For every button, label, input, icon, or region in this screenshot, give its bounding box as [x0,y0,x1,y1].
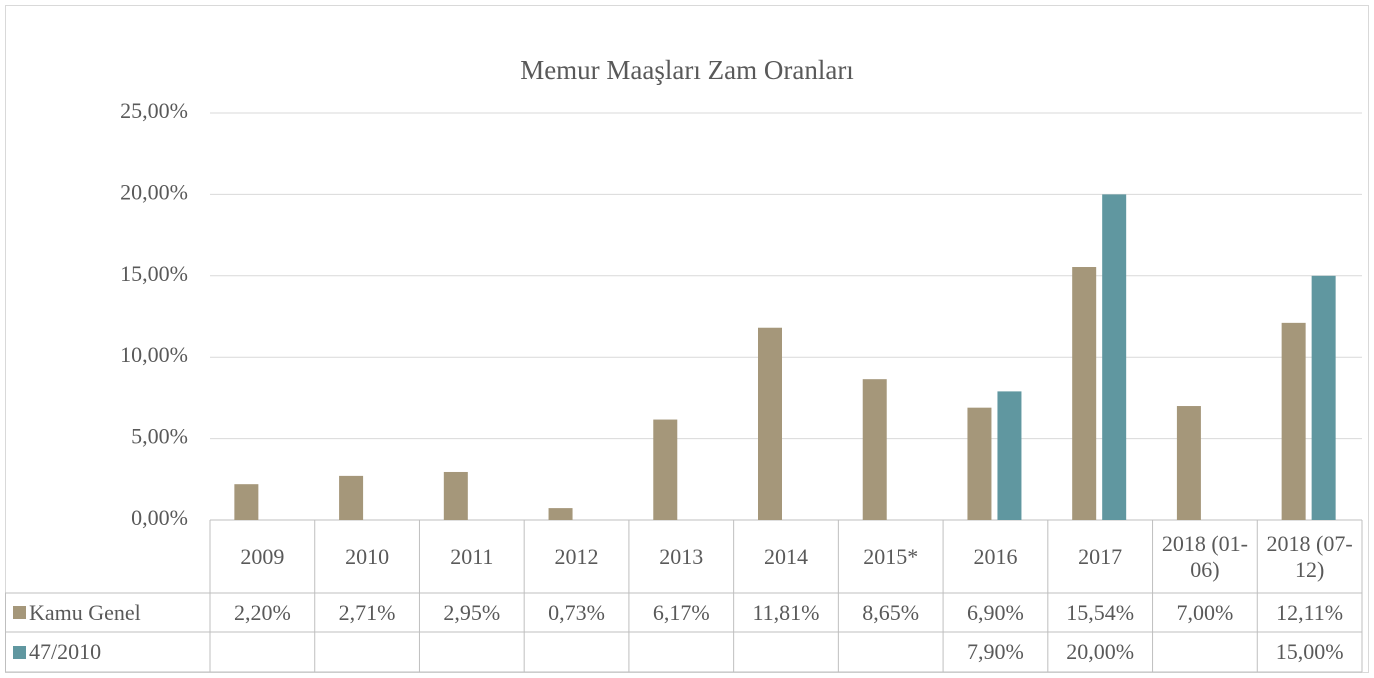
x-tick-label: 2010 [315,520,420,593]
legend-entry: 47/2010 [5,632,210,672]
x-tick-label-text: 2012 [554,543,599,569]
table-value: 6,17% [629,593,734,632]
table-value: 8,65% [838,593,943,632]
bar [1281,322,1306,520]
table-value: 7,90% [943,632,1048,672]
table-value-text: 2,20% [233,599,291,625]
bar [653,419,678,520]
table-value-text: 0,73% [548,599,605,625]
table-value: 2,95% [419,593,524,632]
table-value-text: 20,00% [1066,639,1135,664]
bar [967,407,992,520]
table-value: 11,81% [734,593,839,632]
x-tick-label-text: 2009 [240,543,285,569]
table-value-text: 6,90% [967,599,1024,625]
x-tick-label: 2009 [210,520,315,593]
x-tick-label: 2018 (01-06) [1153,520,1258,593]
table-value: 12,11% [1257,593,1362,632]
table-value-text: 7,90% [967,639,1024,664]
x-tick-label: 2018 (07-12) [1257,520,1362,593]
table-value-text: 8,65% [862,599,920,625]
bar [997,391,1022,520]
table-value-text: 6,17% [652,599,710,625]
x-tick-label-text: 2018 (01-06) [1161,530,1248,582]
x-tick-label: 2013 [629,520,734,593]
bar [862,379,887,520]
table-value: 0,73% [524,593,629,632]
bar [1102,194,1127,520]
bar [1176,406,1201,520]
x-tick-label-text: 2015* [863,543,919,569]
legend-label: Kamu Genel [29,599,141,625]
table-value: 15,00% [1257,632,1362,672]
legend-swatch [13,606,26,619]
x-tick-label-text: 2018 (07-12) [1266,530,1353,582]
legend-swatch [13,645,26,659]
y-tick-label: 25,00% [120,98,188,123]
chart-title: Memur Maaşları Zam Oranları [520,55,854,85]
table-value-text: 12,11% [1276,599,1344,625]
x-tick-label-text: 2016 [973,543,1018,569]
table-value-text: 2,71% [338,599,396,625]
table-value-text: 11,81% [752,599,820,625]
y-tick-label: 20,00% [120,179,188,204]
x-tick-label-text: 2013 [659,543,704,569]
bar [339,475,364,520]
table-value: 6,90% [943,593,1048,632]
legend-entry: Kamu Genel [5,593,210,632]
table-value: 15,54% [1048,593,1153,632]
x-tick-label: 2016 [943,520,1048,593]
table-value: 7,00% [1153,593,1258,632]
x-tick-label: 2012 [524,520,629,593]
table-value-text: 15,54% [1066,599,1135,625]
x-tick-label: 2011 [419,520,524,593]
bar [443,471,468,520]
bar [1311,275,1336,520]
bar [234,484,259,520]
bar [1072,267,1097,520]
x-tick-label-text: 2014 [763,543,808,569]
y-tick-label: 5,00% [131,424,188,449]
x-tick-label-text: 2011 [450,543,494,569]
x-tick-label-text: 2017 [1078,543,1123,569]
table-value-text: 2,95% [443,599,501,625]
table-value: 20,00% [1048,632,1153,672]
y-tick-label: 15,00% [120,261,188,286]
x-tick-label: 2014 [734,520,839,593]
bar [758,327,782,520]
table-value: 2,71% [315,593,420,632]
table-value: 2,20% [210,593,315,632]
bar [548,508,573,520]
table-value-text: 15,00% [1275,639,1344,664]
legend-label: 47/2010 [29,639,102,664]
x-tick-label: 2015* [838,520,943,593]
y-tick-label: 10,00% [120,342,188,367]
x-tick-label: 2017 [1048,520,1153,593]
x-tick-label-text: 2010 [345,543,390,569]
table-value-text: 7,00% [1176,599,1234,625]
y-tick-label: 0,00% [131,505,188,530]
